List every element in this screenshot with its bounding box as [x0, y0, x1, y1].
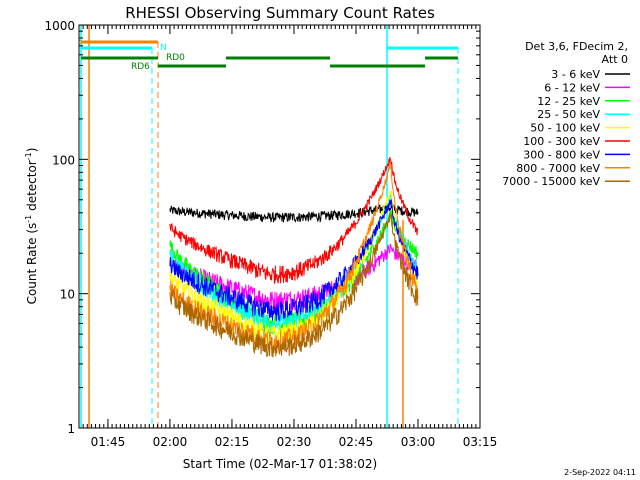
- y-axis-label-mid: detector: [25, 160, 39, 215]
- x-tick-label: 01:45: [91, 435, 126, 449]
- legend-entry-label: 100 - 300 keV: [523, 135, 600, 148]
- legend-header-line2: Att 0: [602, 53, 628, 66]
- y-tick-label: 1: [67, 422, 75, 436]
- y-axis-label-sup1: -1: [24, 215, 33, 223]
- legend-entry-label: 300 - 800 keV: [523, 148, 600, 161]
- plot-content: RD0 RD6 S N: [78, 25, 459, 428]
- legend-entry-label: 7000 - 15000 keV: [502, 175, 600, 188]
- legend-entry-label: 6 - 12 keV: [544, 81, 600, 94]
- x-tick-label: 03:15: [463, 435, 498, 449]
- y-axis-label: Count Rate (s-1 detector-1): [24, 148, 39, 305]
- flag-annotation: N: [160, 43, 167, 53]
- y-tick-label: 10: [60, 288, 75, 302]
- flag-annotation: S: [78, 37, 84, 47]
- legend-entry-label: 50 - 100 keV: [530, 122, 600, 135]
- legend-entry-label: 12 - 25 keV: [537, 95, 600, 108]
- generation-timestamp: 2-Sep-2022 04:11: [564, 468, 636, 477]
- series-line: [169, 199, 419, 322]
- legend-entry-label: 3 - 6 keV: [551, 68, 600, 81]
- y-tick-label: 100: [52, 153, 75, 167]
- y-axis-label-end: ): [25, 148, 39, 153]
- y-axis-label-sup2: -1: [24, 152, 33, 160]
- x-tick-label: 02:45: [339, 435, 374, 449]
- x-tick-label: 02:15: [215, 435, 250, 449]
- plot-frame: [78, 24, 481, 429]
- legend-entry-label: 800 - 7000 keV: [516, 162, 600, 175]
- flag-annotation: RD0: [166, 53, 185, 63]
- series-line: [169, 212, 419, 358]
- flag-annotation: RD6: [131, 62, 150, 72]
- legend-entry-label: 25 - 50 keV: [537, 108, 600, 121]
- legend-header-line1: Det 3,6, FDecim 2,: [525, 40, 628, 53]
- chart-title: RHESSI Observing Summary Count Rates: [125, 4, 435, 22]
- x-tick-label: 02:00: [153, 435, 188, 449]
- y-axis-label-main: Count Rate (s: [25, 223, 39, 305]
- x-axis: 01:45 02:00 02:15 02:30 02:45 03:00 03:15: [78, 25, 498, 449]
- series-line: [169, 156, 419, 284]
- x-tick-label: 03:00: [401, 435, 436, 449]
- x-tick-label: 02:30: [277, 435, 312, 449]
- y-tick-label: 1000: [44, 19, 75, 33]
- x-axis-label: Start Time (02-Mar-17 01:38:02): [183, 457, 377, 471]
